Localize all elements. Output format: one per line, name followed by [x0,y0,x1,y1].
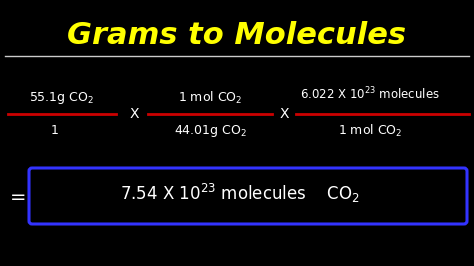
Text: 44.01g CO$_2$: 44.01g CO$_2$ [173,123,246,139]
Text: =: = [10,189,26,207]
Text: 1 mol CO$_2$: 1 mol CO$_2$ [338,123,402,139]
Text: 6.022 X 10$^{23}$ molecules: 6.022 X 10$^{23}$ molecules [300,86,440,102]
Text: Grams to Molecules: Grams to Molecules [67,22,407,51]
Text: X: X [279,107,289,121]
Text: 1: 1 [51,124,59,138]
Text: 55.1g CO$_2$: 55.1g CO$_2$ [29,90,94,106]
Text: X: X [129,107,139,121]
Text: 7.54 X 10$^{23}$ molecules    CO$_2$: 7.54 X 10$^{23}$ molecules CO$_2$ [120,181,360,205]
Text: 1 mol CO$_2$: 1 mol CO$_2$ [178,90,242,106]
